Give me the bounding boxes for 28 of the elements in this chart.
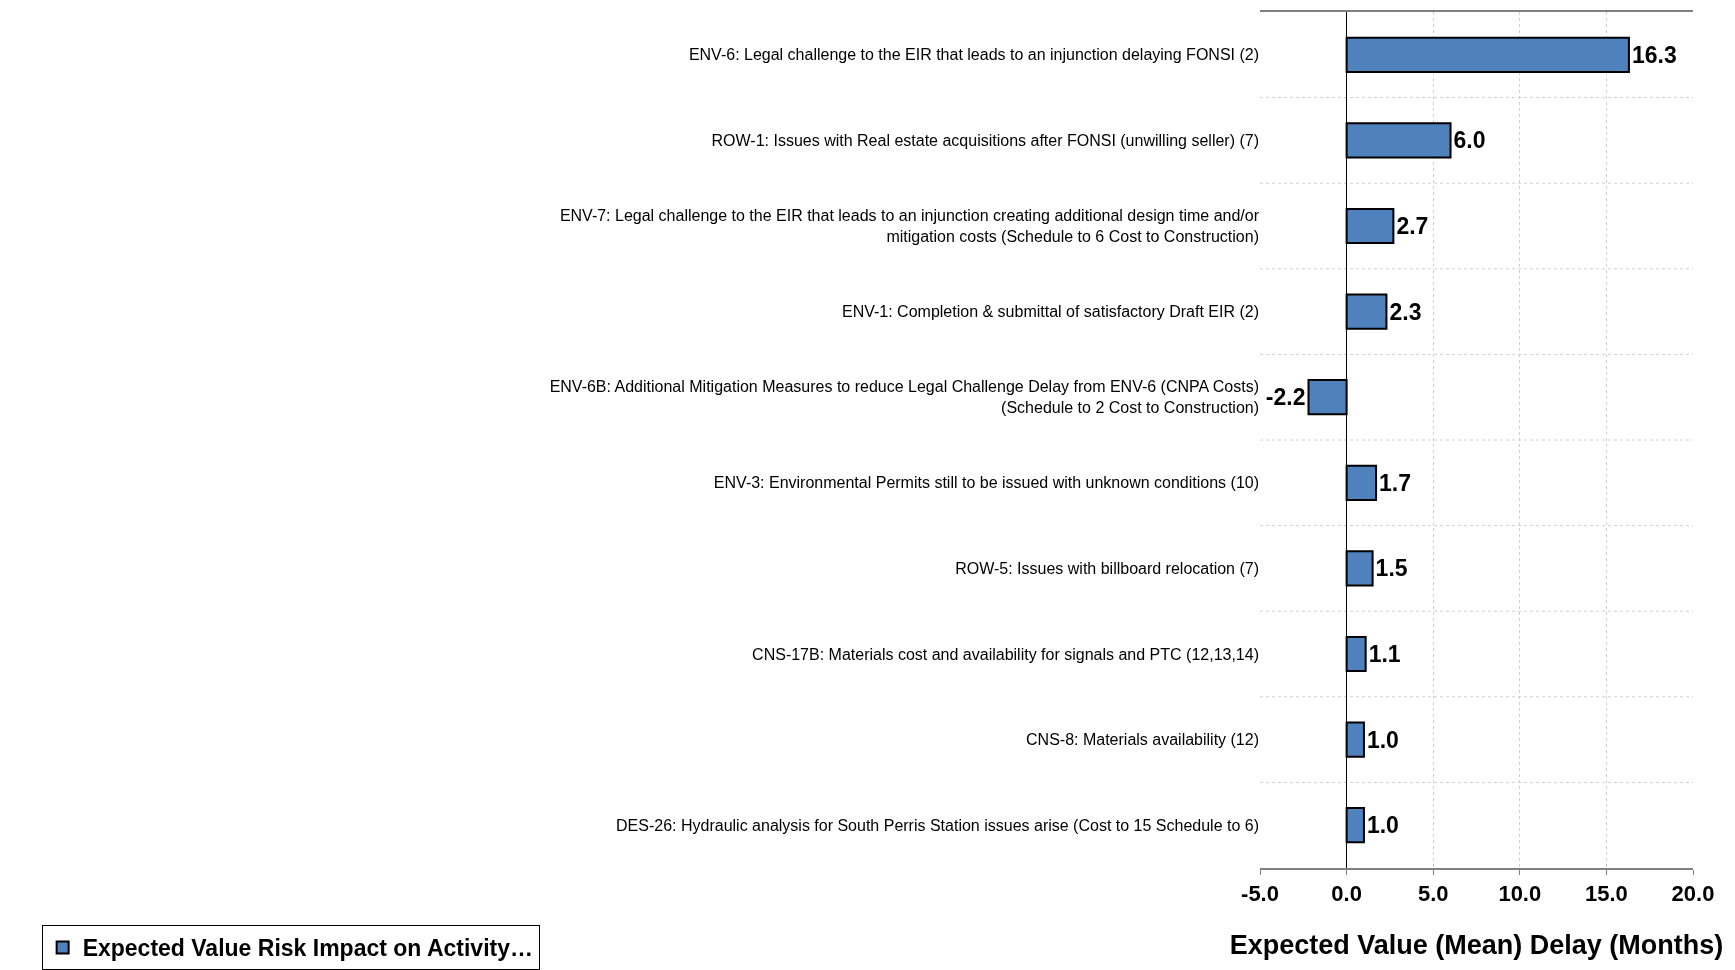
y-tick-label: ENV-7: Legal challenge to the EIR that leads to an injunction creating additional design time and/or mitigation costs (Schedule to 6 Cost to Construction)	[559, 207, 1260, 245]
data-label: 2.3	[1389, 298, 1422, 325]
x-tick-label: 5.0	[1417, 881, 1449, 907]
x-tick-label: -5.0	[1241, 881, 1279, 907]
y-tick-label: CNS-17B: Materials cost and availability for signals and PTC (12,13,14)	[752, 645, 1260, 663]
x-axis-title: Expected Value (Mean) Delay (Months)	[1229, 930, 1724, 961]
y-tick-label: ENV-1: Completion & submittal of satisfactory Draft EIR (2)	[841, 303, 1260, 321]
legend-label: Expected Value Risk Impact on Activity…	[82, 935, 533, 962]
data-label: 16.3	[1631, 41, 1677, 68]
data-label: -2.2	[1265, 384, 1306, 411]
data-label: 1.7	[1379, 469, 1412, 496]
data-label: 1.5	[1375, 555, 1408, 582]
y-tick-label: ROW-1: Issues with Real estate acquisitions after FONSI (unwilling seller) (7)	[711, 132, 1260, 149]
y-tick-label: ENV-3: Environmental Permits still to be issued with unknown conditions (10)	[713, 474, 1260, 492]
data-label: 1.0	[1366, 726, 1399, 753]
x-tick-label: 20.0	[1671, 881, 1715, 907]
y-tick-label: CNS-8: Materials availability (12)	[1026, 731, 1260, 749]
data-label: 6.0	[1453, 127, 1486, 154]
x-tick-label: 10.0	[1498, 881, 1542, 907]
data-label: 1.0	[1366, 812, 1399, 839]
data-label: 1.1	[1368, 641, 1401, 667]
x-tick-label: 15.0	[1584, 881, 1628, 907]
y-tick-label: ROW-5: Issues with billboard relocation (7)	[955, 560, 1260, 577]
y-tick-label: ENV-6: Legal challenge to the EIR that leads to an injunction delaying FONSI (2)	[688, 46, 1260, 64]
x-tick-label: 0.0	[1331, 881, 1362, 907]
y-tick-label: ENV-6B: Additional Mitigation Measures to reduce Legal Challenge Delay from ENV-6 (CNPA Costs) (Schedule to 2 Cost to Construction)	[549, 378, 1260, 417]
y-tick-label: DES-26: Hydraulic analysis for South Perris Station issues arise (Cost to 15 Schedule to 6)	[616, 816, 1260, 834]
data-label: 2.7	[1396, 213, 1429, 239]
